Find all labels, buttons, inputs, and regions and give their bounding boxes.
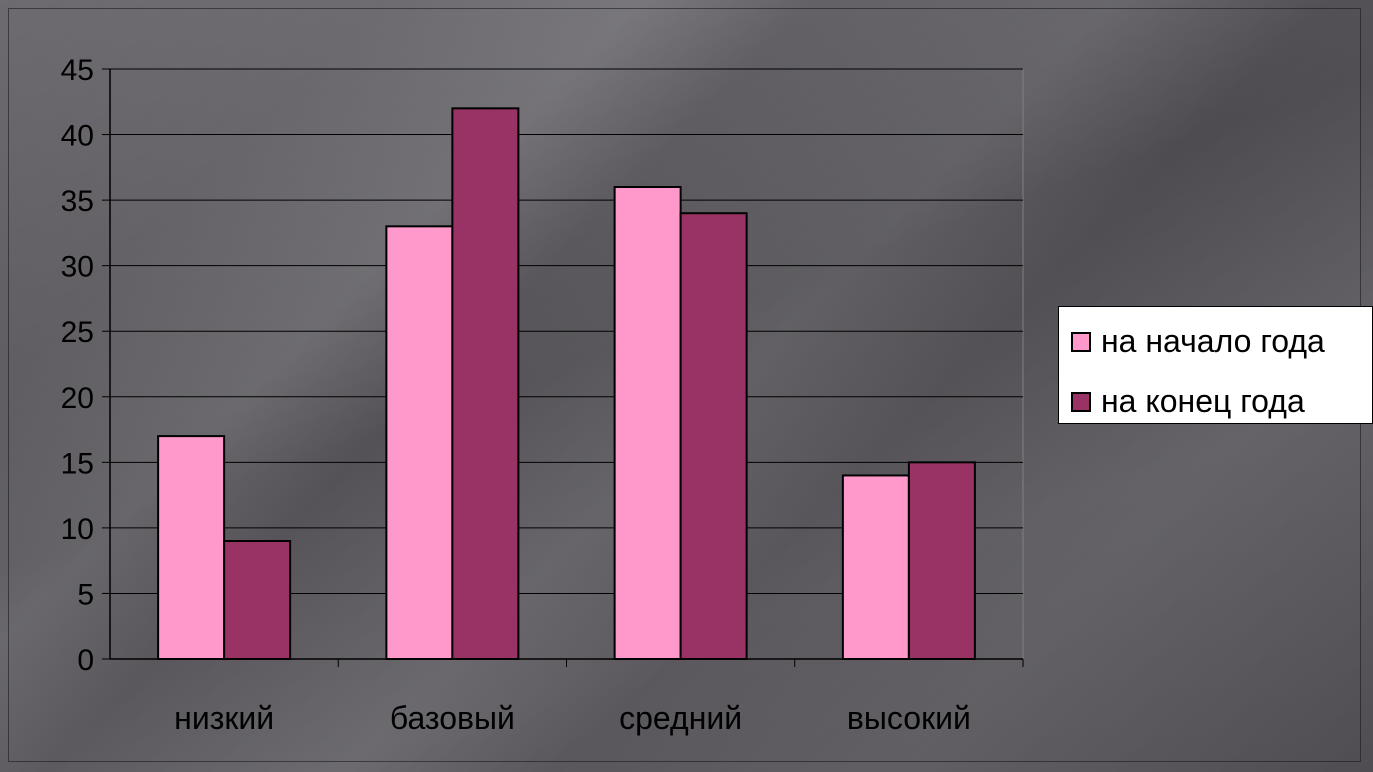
x-tick-label: базовый xyxy=(390,700,515,736)
y-tick-label: 10 xyxy=(61,513,94,546)
y-tick-label: 15 xyxy=(61,447,94,480)
bar xyxy=(157,435,226,660)
bar xyxy=(907,461,976,661)
x-tick-label: низкий xyxy=(174,700,274,736)
y-tick-label: 40 xyxy=(61,120,94,153)
x-tick-label: средний xyxy=(619,700,742,736)
y-tick-label: 25 xyxy=(61,316,94,349)
bar xyxy=(385,225,454,660)
y-tick-label: 30 xyxy=(61,251,94,284)
bar xyxy=(613,186,682,660)
y-tick-label: 0 xyxy=(77,644,94,677)
y-tick-label: 45 xyxy=(61,54,94,87)
legend-label-end: на конец года xyxy=(1101,383,1305,419)
legend-item-end: на конец года xyxy=(1071,383,1305,420)
legend-swatch-start xyxy=(1071,331,1091,352)
bar xyxy=(679,212,748,660)
bar xyxy=(451,107,520,661)
bar xyxy=(223,540,292,660)
axes xyxy=(102,68,1024,667)
legend-item-start: на начало года xyxy=(1071,323,1325,360)
y-tick-labels: 0 5 10 15 20 25 30 35 40 45 xyxy=(61,54,94,677)
legend: на начало года на конец года xyxy=(1058,306,1373,424)
y-tick-label: 5 xyxy=(77,578,94,611)
legend-label-start: на начало года xyxy=(1101,323,1325,359)
legend-swatch-end xyxy=(1071,391,1091,412)
x-tick-label: высокий xyxy=(847,700,971,736)
bars xyxy=(157,107,976,661)
y-tick-label: 20 xyxy=(61,382,94,415)
x-tick-labels: низкий базовый средний высокий xyxy=(174,700,971,736)
bar xyxy=(841,474,910,661)
y-tick-label: 35 xyxy=(61,185,94,218)
